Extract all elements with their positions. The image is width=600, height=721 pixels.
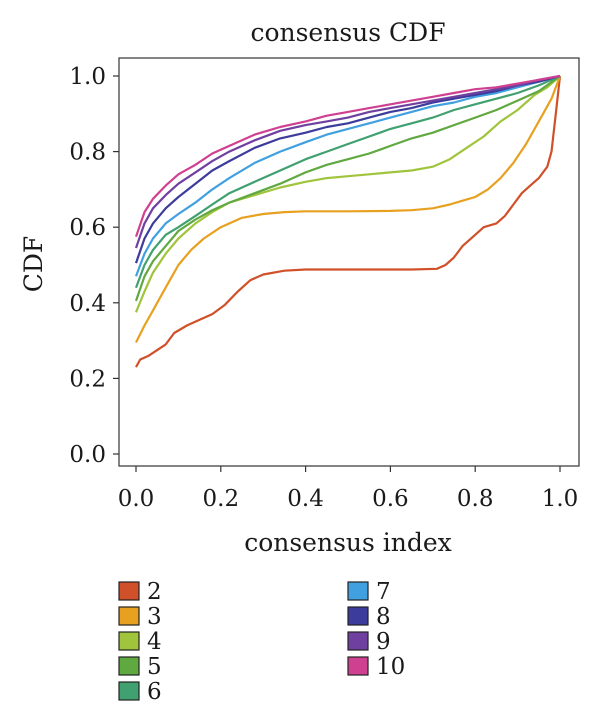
legend-swatch [118,681,140,701]
legend-item-5: 5 [118,654,162,680]
legend-item-3: 3 [118,604,162,630]
legend-label: 6 [147,679,162,705]
series-line-9 [134,74,561,249]
y-tick-label: 0.2 [69,366,106,392]
x-tick-label: 0.0 [118,486,155,512]
legend-item-8: 8 [347,604,391,630]
x-axis-label: consensus index [244,528,452,557]
series-line-8 [134,74,561,264]
x-tick-label: 0.2 [203,486,240,512]
legend-swatch [347,606,369,626]
series-line-4 [134,75,561,313]
y-tick-label: 1.0 [69,64,106,90]
legend-item-7: 7 [347,579,391,605]
y-tick-label: 0.6 [69,215,106,241]
x-tick-label: 1.0 [542,486,579,512]
legend-swatch [347,581,369,601]
series-line-2 [135,75,562,368]
legend-swatch [347,656,369,676]
legend-swatch [118,631,140,651]
y-axis-label: CDF [19,236,48,293]
legend-label: 2 [147,579,162,605]
legend-item-2: 2 [118,579,162,605]
legend-label: 7 [376,579,391,605]
x-tick-label: 0.4 [287,486,324,512]
series-line-3 [135,75,562,343]
legend-item-10: 10 [347,654,405,680]
legend-label: 4 [147,629,162,655]
legend-swatch [118,606,140,626]
x-tick-label: 0.6 [372,486,409,512]
legend-swatch [347,631,369,651]
plot-frame [118,57,580,467]
legend-item-6: 6 [118,679,162,705]
legend-label: 5 [147,654,162,680]
legend-swatch [118,581,140,601]
y-tick-label: 0.8 [69,140,106,166]
legend-item-4: 4 [118,629,162,655]
chart-title: consensus CDF [250,18,445,47]
y-tick-label: 0.4 [69,291,106,317]
x-tick-label: 0.8 [457,486,494,512]
legend-label: 10 [376,654,405,680]
legend-label: 3 [147,604,162,630]
legend-swatch [118,656,140,676]
legend-label: 8 [376,604,391,630]
legend-label: 9 [376,629,391,655]
series-line-7 [134,74,561,277]
series-line-5 [134,75,561,302]
y-tick-label: 0.0 [69,442,106,468]
series-line-6 [134,74,561,289]
series-line-10 [134,74,561,238]
legend-item-9: 9 [347,629,391,655]
